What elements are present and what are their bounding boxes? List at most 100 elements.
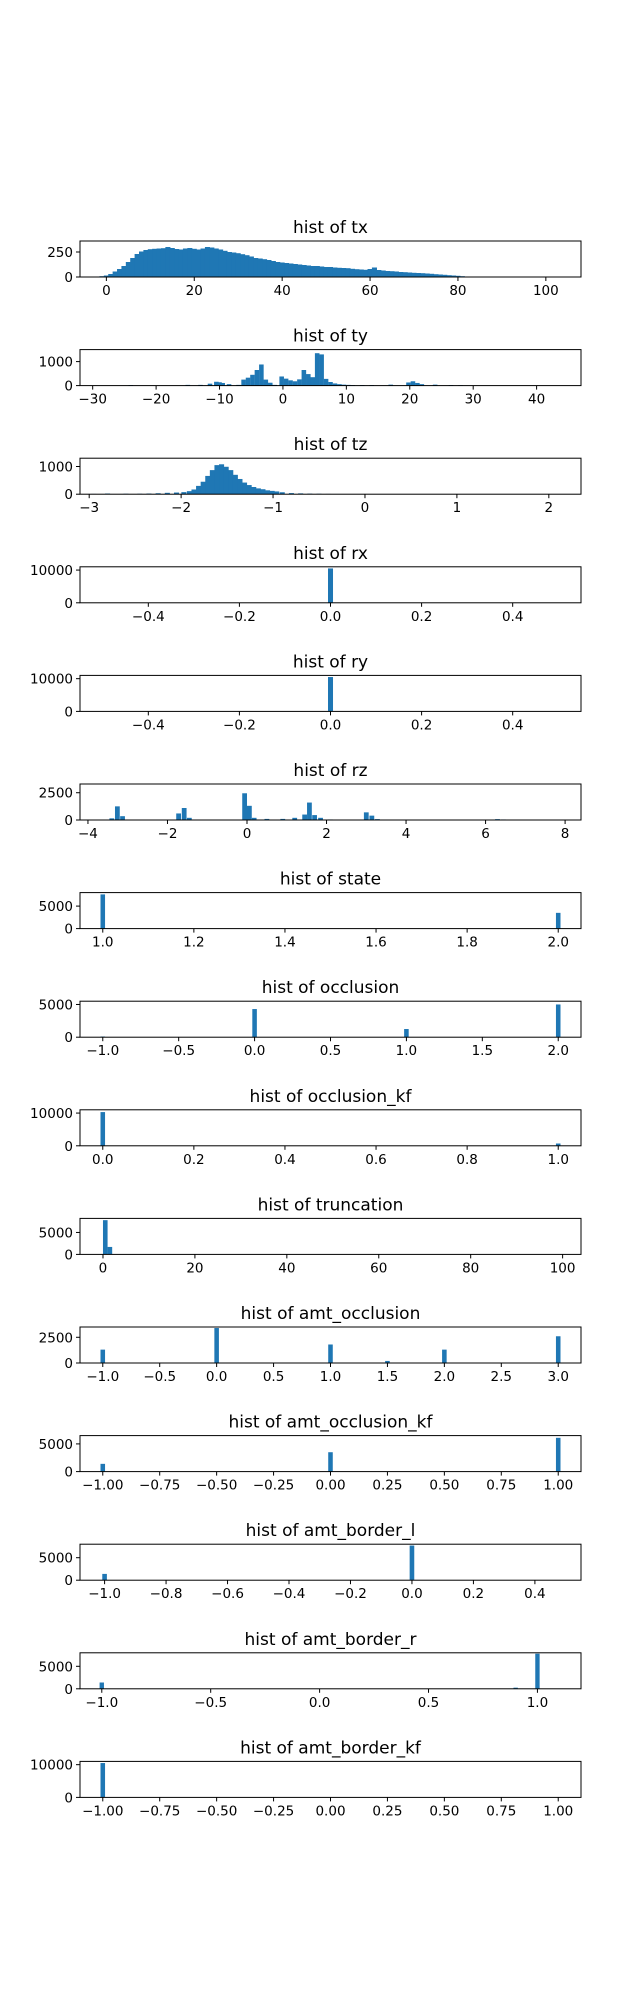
histogram-bar: [371, 267, 377, 277]
histogram-bar: [301, 265, 307, 277]
histogram-bar: [328, 1452, 333, 1472]
histogram-bar: [369, 815, 375, 820]
histogram-bar: [218, 249, 224, 277]
x-tick-label: 0.0: [206, 1369, 227, 1385]
histogram-bar: [231, 252, 237, 277]
histogram-bar: [109, 818, 115, 820]
x-tick-label: −1.00: [82, 1803, 123, 1819]
histogram-bar: [120, 816, 125, 820]
x-tick-label: 1.00: [543, 1803, 573, 1819]
histogram-bar: [125, 262, 131, 277]
x-tick-label: 20: [401, 392, 418, 408]
histogram-bar: [251, 487, 257, 495]
x-tick-label: −1.0: [85, 1695, 118, 1711]
histogram-bar: [112, 271, 118, 277]
x-tick-label: 0.0: [320, 609, 341, 625]
x-tick-label: 0.00: [315, 1803, 345, 1819]
histogram-bar: [214, 1328, 219, 1363]
histogram-bar: [235, 253, 241, 277]
x-tick-label: −1: [263, 500, 283, 516]
histogram-bar: [173, 492, 180, 495]
histogram-bar: [301, 370, 307, 386]
histogram-bar: [274, 491, 280, 495]
x-tick-label: −0.2: [223, 717, 256, 733]
histogram-bar: [252, 1009, 257, 1038]
x-tick-label: −0.4: [273, 1586, 306, 1602]
histogram-bar: [100, 1112, 106, 1146]
y-tick-label: 250: [47, 245, 73, 261]
x-tick-label: 0.5: [418, 1695, 439, 1711]
subplot-0: hist of tx 0 20 40 60 80 100 0 250: [47, 218, 582, 299]
x-tick-label: 0.0: [92, 1152, 113, 1168]
x-tick-label: 1.2: [183, 935, 204, 951]
histogram-bar: [266, 260, 272, 277]
histogram-bar: [269, 490, 275, 495]
x-tick-label: 0: [279, 392, 288, 408]
chart-title: hist of state: [280, 870, 381, 890]
histogram-bar: [385, 271, 391, 277]
x-tick-label: −0.5: [194, 1695, 227, 1711]
axes-frame: [79, 1000, 582, 1038]
histogram-bar: [310, 377, 316, 386]
histogram-bar: [108, 274, 114, 277]
x-tick-label: 1.0: [396, 1043, 417, 1059]
histogram-bar: [302, 814, 308, 820]
x-tick-label: 60: [370, 1260, 387, 1276]
histogram-bar: [398, 272, 404, 277]
subplot-11: hist of amt_occlusion_kf −1.00 −0.75 −0.50−…: [39, 1413, 582, 1494]
histogram-bar: [228, 470, 234, 495]
x-tick-label: 2.5: [491, 1369, 512, 1385]
histogram-bar: [442, 274, 448, 277]
x-tick-label: 0.5: [263, 1369, 284, 1385]
chart-title: hist of tz: [294, 435, 368, 455]
subplot-14: hist of amt_border_kf −1.00 −0.75 −0.50 −0.2…: [30, 1738, 582, 1819]
histogram-bar: [264, 818, 270, 820]
chart-title: hist of rx: [293, 544, 368, 564]
x-tick-label: 1: [453, 500, 462, 516]
histogram-bar: [442, 1349, 447, 1363]
x-tick-label: 1.6: [365, 935, 386, 951]
histogram-bar: [254, 370, 260, 386]
y-tick-label: 10000: [30, 563, 73, 579]
histogram-bar: [181, 808, 187, 820]
histogram-bar: [253, 258, 259, 277]
x-tick-label: 30: [465, 392, 482, 408]
histogram-bar: [102, 1573, 107, 1581]
histogram-bar: [363, 269, 369, 277]
x-tick-label: 3.0: [547, 1369, 568, 1385]
subplot-9: hist of truncation 0 20 40 60 80 100 0 5000: [39, 1195, 582, 1276]
chart-title: hist of amt_occlusion: [241, 1304, 421, 1324]
histogram-bar: [164, 492, 170, 495]
x-tick-label: −2: [158, 826, 178, 842]
histogram-bar: [251, 817, 257, 820]
histogram-bar: [279, 492, 285, 495]
x-tick-label: 1.0: [527, 1695, 548, 1711]
histogram-bar: [100, 1349, 106, 1363]
subplot-5: hist of rz −4 −2 0 2 4 6 8 0 2500: [39, 761, 582, 842]
x-tick-label: 1.5: [472, 1043, 493, 1059]
chart-title: hist of ry: [293, 652, 368, 672]
x-tick-label: −0.75: [139, 1478, 180, 1494]
chart-title: hist of amt_occlusion_kf: [228, 1413, 433, 1433]
histogram-bar: [283, 378, 289, 386]
x-tick-label: −0.25: [253, 1803, 294, 1819]
subplot-7: hist of occlusion −1.0 −0.5 0.0 0.5 1.0 1.5 2.0…: [39, 978, 582, 1059]
histogram-bar: [213, 248, 219, 277]
y-tick-label: 0: [64, 379, 73, 395]
subplot-6: hist of state 1.0 1.2 1.4 1.6 1.8 2.0 0 5000: [39, 870, 582, 951]
x-tick-label: 60: [361, 283, 378, 299]
histogram-bar: [455, 275, 461, 277]
y-tick-label: 5000: [39, 1437, 73, 1453]
x-tick-label: 40: [274, 283, 291, 299]
subplot-1: hist of ty −30 −20 −10 0 10 20 30 40 0 1000: [39, 327, 582, 408]
histogram-bar: [222, 250, 228, 277]
histogram-bar: [410, 381, 416, 386]
histogram-bar: [535, 1653, 540, 1689]
chart-title: hist of occlusion: [262, 978, 400, 998]
histogram-bar: [245, 377, 251, 386]
x-tick-label: 1.0: [92, 935, 113, 951]
x-tick-label: 20: [186, 1260, 203, 1276]
histogram-bar: [288, 493, 294, 495]
subplot-13: hist of amt_border_r −1.0 −0.5 0.0 0.5 1.0 0 50…: [39, 1630, 582, 1711]
